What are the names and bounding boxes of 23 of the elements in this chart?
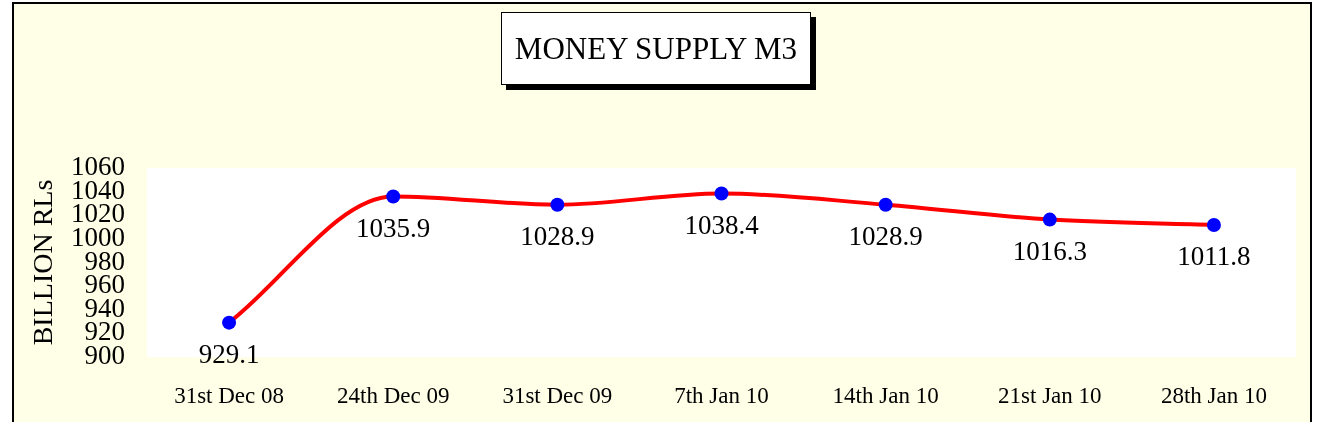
data-label: 1038.4 bbox=[684, 209, 760, 240]
x-tick-label: 31st Dec 08 bbox=[174, 382, 285, 408]
data-label: 1016.3 bbox=[1012, 235, 1087, 266]
chart-title: MONEY SUPPLY M3 bbox=[501, 12, 811, 85]
x-tick-label: 31st Dec 09 bbox=[502, 382, 613, 408]
point bbox=[222, 315, 237, 330]
point bbox=[1042, 212, 1057, 227]
point bbox=[550, 197, 565, 212]
data-label: 1011.8 bbox=[1177, 241, 1251, 272]
x-tick-label: 14th Jan 10 bbox=[832, 382, 939, 408]
point bbox=[878, 197, 893, 212]
x-tick-label: 21st Jan 10 bbox=[998, 382, 1102, 408]
point bbox=[386, 189, 401, 204]
x-tick-label: 7th Jan 10 bbox=[674, 382, 769, 408]
point bbox=[1206, 217, 1221, 232]
data-label: 1028.9 bbox=[520, 220, 595, 251]
x-tick-label: 24th Dec 09 bbox=[337, 382, 450, 408]
data-label: 1028.9 bbox=[848, 220, 923, 251]
point bbox=[714, 186, 729, 201]
data-label: 929.1 bbox=[198, 338, 260, 369]
x-tick-label: 28th Jan 10 bbox=[1160, 382, 1267, 408]
data-label: 1035.9 bbox=[356, 212, 431, 243]
y-axis-title: BILLION RLs bbox=[27, 179, 59, 346]
